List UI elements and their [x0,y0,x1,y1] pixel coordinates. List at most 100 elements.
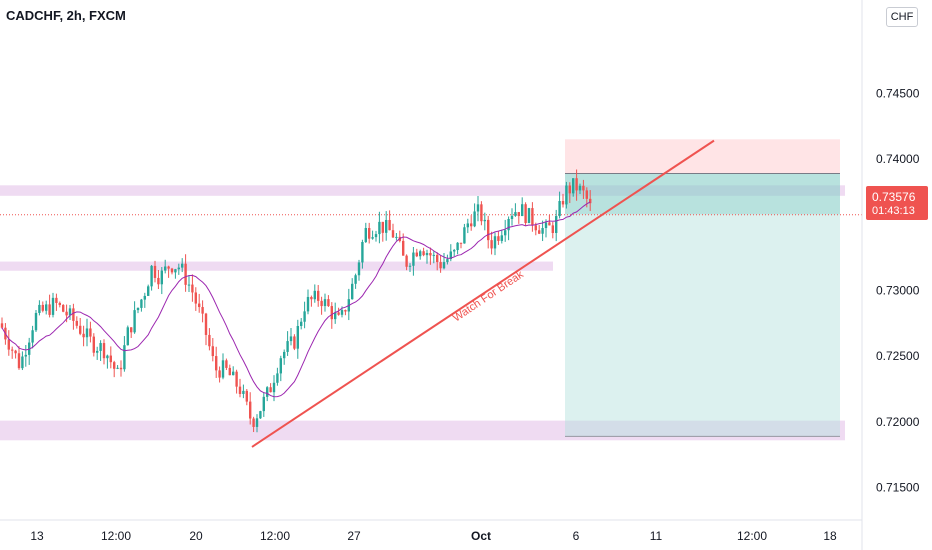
position-layer [0,139,862,437]
candle-body [126,327,129,346]
candle-body [75,320,78,326]
candle-body [96,350,99,353]
candle-body [286,341,289,352]
candle-body [82,333,85,338]
x-tick-label: 13 [30,529,44,543]
candle-body [276,373,279,383]
candle-body [412,252,415,266]
candle-body [415,252,418,257]
candles-layer [0,169,592,433]
candle-body [391,230,395,238]
candle-body [279,358,282,374]
candle-body [354,275,357,284]
candle-body [211,346,214,357]
zones-layer [0,185,845,441]
y-tick-label: 0.74500 [876,86,920,100]
candle-body [371,237,374,239]
candle-body [174,269,177,273]
candle-body [85,328,89,338]
candle-body [449,251,452,260]
candle-body [11,349,14,351]
candle-body [45,304,48,311]
candle-body [157,277,160,285]
candle-body [106,355,109,359]
price-axis[interactable]: 0.74500 0.74000 0.73000 0.72500 0.72000 0.715… [876,86,920,494]
candle-body [160,270,163,285]
candle-body [337,312,340,315]
x-tick-label: 12:00 [101,529,131,543]
x-tick-label: 18 [823,529,837,543]
candle-body [470,223,473,227]
candle-body [34,312,38,331]
moving-average-line [1,201,591,398]
candle-body [228,367,231,376]
candle-body [531,208,534,226]
candle-body [340,310,344,315]
candle-body [269,387,272,393]
candle-body [487,219,490,241]
candle-body [385,219,388,233]
candle-body [480,204,483,222]
candle-body [510,215,514,220]
candle-body [453,250,456,252]
candle-body [395,236,398,238]
candle-body [140,299,143,308]
zone-resistance [0,185,845,196]
candle-body [0,323,4,328]
candle-body [548,222,551,226]
candle-body [446,259,449,263]
candle-body [259,411,262,419]
candle-body [419,251,422,257]
candle-body [102,343,106,359]
candle-body [368,228,371,239]
candle-body [422,251,425,256]
candle-body [344,310,347,312]
candle-body [164,266,167,271]
time-axis[interactable]: 13 12:00 20 12:00 27 Oct 6 11 12:00 18 [30,529,837,543]
candle-body [364,228,367,243]
candle-body [7,339,10,350]
candle-body [191,284,194,293]
y-tick-label: 0.72500 [876,349,920,363]
candle-body [313,290,316,300]
candle-body [456,242,459,251]
candle-body [306,296,310,312]
last-price-tag: 0.73576 01:43:13 [866,186,928,220]
candle-body [320,300,323,307]
bar-countdown: 01:43:13 [872,205,915,217]
candle-body [582,185,585,191]
candle-body [198,303,201,308]
candle-body [323,299,327,307]
candle-body [109,355,112,363]
candle-body [524,204,527,223]
candle-body [490,240,493,249]
candle-body [130,327,133,333]
y-tick-label: 0.72000 [876,415,920,429]
candle-body [436,254,439,263]
symbol-label[interactable]: CADCHF, 2h, FXCM [6,8,126,23]
candle-body [589,198,592,204]
candle-body [357,262,361,276]
candle-body [293,336,296,349]
candle-body [92,336,95,353]
candle-body [521,204,524,217]
candle-body [242,390,245,394]
candle-body [381,221,384,233]
candle-body [62,305,65,312]
candle-body [68,308,72,316]
candle-body [565,185,568,205]
candle-body [99,343,102,351]
currency-button[interactable]: CHF [886,7,918,27]
candle-body [439,262,442,269]
open-pnl-zone [565,173,840,215]
candle-body [585,190,588,199]
candle-body [31,330,34,343]
candle-body [72,308,75,321]
candle-body [116,367,119,369]
candle-body [245,390,248,402]
candle-body [473,211,476,227]
candle-body [153,265,157,278]
candle-body [272,382,276,393]
candle-body [208,334,211,347]
